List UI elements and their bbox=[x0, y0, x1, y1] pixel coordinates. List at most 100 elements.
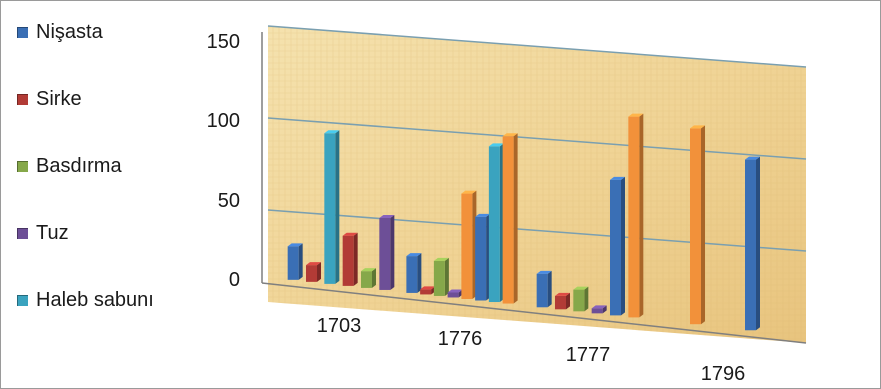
bar-front bbox=[610, 179, 621, 316]
bar bbox=[361, 268, 376, 288]
legend-item-nisasta: Nişasta bbox=[11, 17, 103, 47]
y-tick-label: 150 bbox=[207, 31, 240, 53]
bar-side bbox=[417, 253, 422, 293]
bar-side bbox=[547, 270, 552, 308]
bar-front bbox=[433, 260, 445, 296]
legend-item-sirke: Sirke bbox=[11, 84, 82, 114]
bar bbox=[555, 292, 570, 310]
bar-side bbox=[298, 243, 303, 280]
x-tick-labels: 1703 1776 1777 1796 bbox=[317, 315, 746, 385]
bar-front bbox=[502, 136, 514, 304]
bar bbox=[488, 143, 504, 303]
bar-top bbox=[461, 190, 477, 194]
bar bbox=[475, 213, 491, 301]
bar bbox=[461, 190, 477, 299]
bar-side bbox=[621, 176, 625, 316]
bar-front bbox=[690, 128, 701, 325]
gridline bbox=[267, 25, 807, 68]
bar-top bbox=[433, 257, 449, 261]
bar bbox=[433, 257, 449, 296]
bar-front bbox=[420, 289, 432, 295]
bar-top bbox=[488, 143, 504, 147]
bar-top bbox=[690, 125, 705, 129]
bar-top bbox=[342, 232, 358, 236]
bar-side bbox=[756, 156, 760, 331]
legend-item-haleb-sabuni: Haleb sabunı bbox=[11, 285, 154, 315]
bar-side bbox=[566, 292, 570, 310]
bar-side bbox=[602, 305, 607, 314]
gridlines bbox=[267, 25, 807, 252]
bar-top bbox=[475, 213, 491, 217]
legend-label: Tuz bbox=[36, 221, 69, 244]
bar bbox=[745, 156, 760, 331]
bar-top bbox=[306, 262, 321, 266]
bar-top bbox=[420, 286, 436, 290]
bar-top bbox=[745, 156, 760, 160]
legend-swatch bbox=[17, 26, 28, 38]
bar bbox=[536, 270, 552, 308]
bar-front bbox=[591, 308, 603, 314]
bar bbox=[690, 125, 705, 325]
chart-legend: Nişasta Sirke Basdırma Tuz Haleb sabunı bbox=[11, 11, 201, 311]
bar-top bbox=[379, 214, 395, 218]
bar-side bbox=[390, 214, 395, 290]
x-tick-label: 1776 bbox=[438, 328, 483, 350]
legend-swatch bbox=[17, 160, 28, 172]
bar-top bbox=[628, 113, 644, 117]
bar-top bbox=[287, 243, 303, 247]
legend-label: Basdırma bbox=[36, 154, 122, 177]
axes bbox=[261, 32, 807, 344]
bar-front bbox=[306, 265, 317, 282]
bar bbox=[379, 214, 395, 290]
bar bbox=[324, 130, 340, 284]
bars bbox=[287, 113, 760, 331]
bar-side bbox=[335, 130, 340, 284]
bar-top bbox=[573, 286, 589, 290]
bar-front bbox=[324, 133, 336, 284]
bar-side bbox=[444, 257, 449, 296]
y-tick-labels: 150 100 50 0 bbox=[207, 31, 240, 291]
x-axis-line bbox=[261, 282, 807, 344]
bar-side bbox=[353, 232, 358, 286]
bar-front bbox=[361, 271, 372, 288]
bar-top bbox=[536, 270, 552, 274]
bar-top bbox=[324, 130, 340, 134]
bar bbox=[306, 262, 321, 282]
bar-front bbox=[379, 217, 391, 290]
bar-front bbox=[475, 216, 487, 301]
bar-front bbox=[555, 295, 566, 310]
bar-top bbox=[361, 268, 376, 272]
bar-top bbox=[502, 133, 518, 137]
bar-top bbox=[610, 176, 625, 180]
back-wall bbox=[268, 26, 806, 343]
legend-swatch bbox=[17, 93, 28, 105]
bar-front bbox=[342, 235, 354, 286]
bar-front bbox=[573, 289, 585, 312]
bar bbox=[610, 176, 625, 316]
y-tick-label: 100 bbox=[207, 110, 240, 132]
bar-side bbox=[584, 286, 589, 312]
bar-top bbox=[591, 305, 607, 309]
bar-top bbox=[406, 253, 422, 257]
x-tick-label: 1777 bbox=[566, 344, 611, 366]
legend-label: Haleb sabunı bbox=[36, 288, 154, 311]
bar-side bbox=[513, 133, 518, 304]
bar bbox=[502, 133, 518, 304]
bar bbox=[628, 113, 644, 318]
gridline bbox=[267, 117, 807, 160]
legend-swatch bbox=[17, 294, 28, 306]
legend-swatch bbox=[17, 227, 28, 239]
bar bbox=[342, 232, 358, 286]
bar-side bbox=[639, 113, 644, 318]
x-tick-label: 1703 bbox=[317, 315, 362, 337]
bar-front bbox=[406, 256, 418, 293]
bar-front bbox=[488, 146, 500, 303]
gridline bbox=[267, 209, 807, 252]
bar-front bbox=[628, 116, 640, 318]
bar-top bbox=[447, 289, 463, 293]
bar-side bbox=[701, 125, 705, 325]
bar-front bbox=[536, 273, 548, 308]
legend-item-tuz: Tuz bbox=[11, 218, 69, 248]
legend-label: Nişasta bbox=[36, 20, 103, 43]
